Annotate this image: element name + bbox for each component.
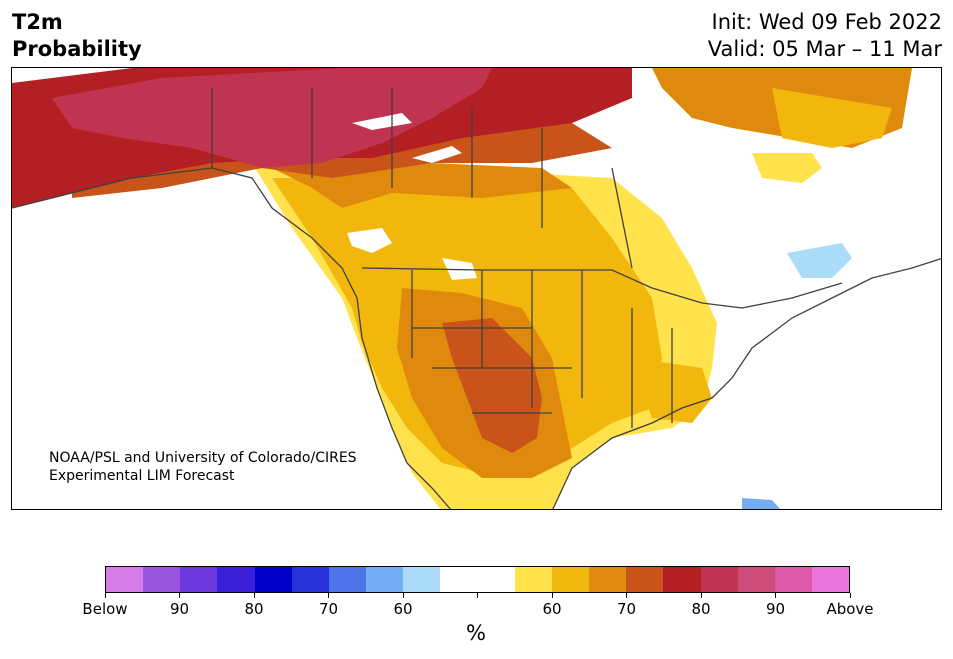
colorbar-segment <box>366 567 404 592</box>
colorbar-tick <box>328 593 329 598</box>
colorbar-segment <box>774 567 812 592</box>
colorbar <box>105 566 850 593</box>
colorbar-tick <box>477 593 478 598</box>
colorbar-units: % <box>466 621 486 645</box>
colorbar-tick-label: 70 <box>318 600 339 618</box>
credit-line-1: NOAA/PSL and University of Colorado/CIRE… <box>49 450 357 466</box>
forecast-dates: Init: Wed 09 Feb 2022 Valid: 05 Mar – 11… <box>708 9 942 63</box>
colorbar-segment <box>811 567 850 592</box>
coastline-west <box>12 167 452 509</box>
lake-3 <box>412 146 462 163</box>
colorbar-segment <box>514 567 552 592</box>
colorbar-tick-label: 90 <box>765 600 786 618</box>
colorbar-tick-label: 60 <box>542 600 562 618</box>
colorbar-segment <box>737 567 775 592</box>
colorbar-tick-label: Above <box>826 600 874 618</box>
region-rust <box>72 108 612 453</box>
region-blue-florida <box>742 498 781 509</box>
colorbar-segment <box>551 567 590 592</box>
colorbar-segment <box>403 567 441 592</box>
colorbar-tick <box>104 593 106 598</box>
coastline-gulf <box>552 257 941 509</box>
canada-provinces <box>211 88 633 269</box>
colorbar-tick <box>551 593 553 598</box>
lake-1 <box>347 228 392 253</box>
region-blue <box>787 243 852 278</box>
colorbar-tick <box>700 593 702 598</box>
colorbar-tick <box>253 593 255 598</box>
title-line-2: Probability <box>12 37 142 61</box>
region-labrador-yellow <box>752 153 822 183</box>
colorbar-tick-labels: Below 90 80 70 60 60 70 80 90 Above <box>0 600 953 620</box>
colorbar-tick <box>626 593 627 598</box>
forecast-map <box>11 67 942 510</box>
colorbar-tick-label: 60 <box>393 600 413 618</box>
colorbar-segment <box>106 567 144 592</box>
colorbar-segment <box>663 567 701 592</box>
colorbar-tick <box>849 593 851 598</box>
colorbar-segment <box>589 567 627 592</box>
colorbar-tick-label: 90 <box>169 600 190 618</box>
chart-title: T2m Probability <box>12 9 142 63</box>
region-crimson <box>52 68 492 168</box>
map-svg <box>12 68 941 509</box>
region-northeast-gold <box>772 88 892 148</box>
init-date: Init: Wed 09 Feb 2022 <box>711 10 942 34</box>
title-line-1: T2m <box>12 10 63 34</box>
colorbar-segment <box>254 567 292 592</box>
credit-line-2: Experimental LIM Forecast <box>49 468 235 484</box>
borders <box>12 88 941 509</box>
colorbar-segment <box>700 567 738 592</box>
colorbar-segment <box>180 567 218 592</box>
colorbar-tick <box>179 593 180 598</box>
colorbar-tick-label: 80 <box>244 600 264 618</box>
colorbar-tick-label: 80 <box>691 600 711 618</box>
colorbar-segment <box>291 567 329 592</box>
map-credit: NOAA/PSL and University of Colorado/CIRE… <box>49 449 357 485</box>
colorbar-tick-label: Below <box>82 600 128 618</box>
colorbar-segment <box>143 567 181 592</box>
us-canada-border <box>361 267 843 309</box>
colorbar-segment <box>440 567 478 592</box>
colorbar-segment <box>626 567 664 592</box>
colorbar-tick <box>402 593 404 598</box>
colorbar-segment <box>328 567 367 592</box>
lake-4 <box>352 113 412 130</box>
state-lines <box>411 270 673 428</box>
colorbar-tick-label: 70 <box>616 600 637 618</box>
colorbar-tick <box>775 593 776 598</box>
valid-date: Valid: 05 Mar – 11 Mar <box>707 37 942 61</box>
colorbar-segment <box>217 567 255 592</box>
colorbar-segment <box>477 567 515 592</box>
